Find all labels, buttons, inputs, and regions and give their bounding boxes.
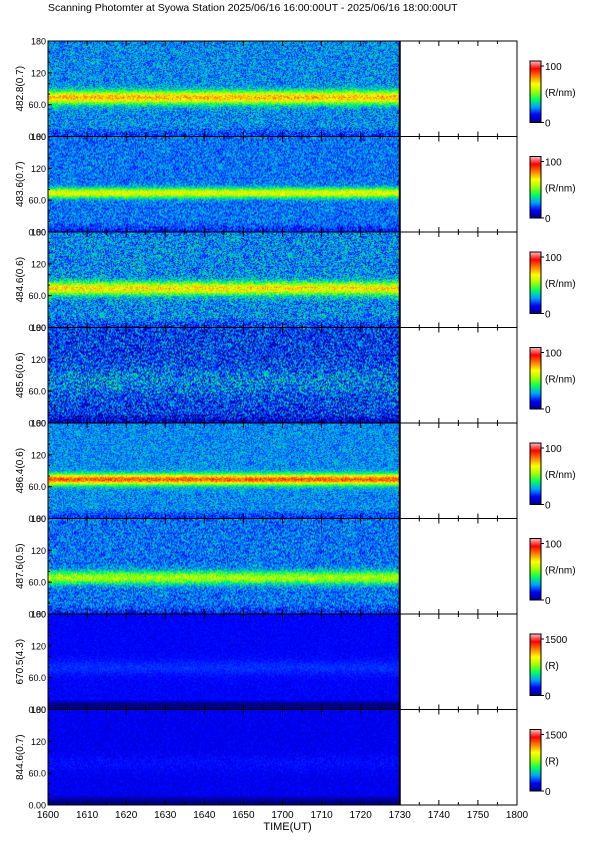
colorbar-unit-label: (R/nm) <box>545 88 576 99</box>
y-tick-label: 180 <box>31 228 46 238</box>
y-tick-label: 180 <box>31 705 46 715</box>
heatmap-panel-2 <box>48 136 400 233</box>
y-tick-label: 180 <box>31 514 46 524</box>
y-tick-label: 0.00 <box>28 228 46 238</box>
y-tick-label: 120 <box>31 259 46 269</box>
chart-title: Scanning Photomter at Syowa Station 2025… <box>48 2 458 14</box>
x-tick-label: 1730 <box>389 810 412 821</box>
x-tick-label: 1600 <box>37 810 60 821</box>
x-tick-label: 1620 <box>115 810 138 821</box>
heatmap-panel-7 <box>48 614 400 710</box>
y-tick-label: 60.0 <box>28 673 46 683</box>
x-tick-label: 1610 <box>76 810 99 821</box>
y-tick-label: 180 <box>31 610 46 620</box>
colorbar-max-label: 100 <box>545 158 562 169</box>
y-axis-label: 485.6(0.6) <box>15 352 26 398</box>
y-tick-label: 120 <box>31 68 46 78</box>
y-tick-label: 60.0 <box>28 578 46 588</box>
heatmap-panel-5 <box>48 423 400 519</box>
y-axis-label: 483.6(0.7) <box>15 161 26 207</box>
y-tick-label: 180 <box>31 37 46 47</box>
y-tick-label: 0.00 <box>28 705 46 715</box>
colorbar-min-label: 0 <box>545 787 551 798</box>
colorbar-min-label: 0 <box>545 310 551 321</box>
y-tick-label: 0.00 <box>28 323 46 333</box>
x-tick-label: 1640 <box>193 810 216 821</box>
colorbar <box>529 60 542 123</box>
colorbar <box>529 347 542 410</box>
y-tick-label: 120 <box>31 737 46 747</box>
y-tick-label: 180 <box>31 419 46 429</box>
x-tick-label: 1700 <box>271 810 294 821</box>
colorbar-unit-label: (R) <box>545 756 559 767</box>
y-axis-label: 482.8(0.7) <box>15 66 26 112</box>
y-axis-label: 844.6(0.7) <box>15 734 26 780</box>
y-tick-label: 60.0 <box>28 291 46 301</box>
y-tick-label: 0.00 <box>28 801 46 811</box>
colorbar-max-label: 100 <box>545 349 562 360</box>
colorbar-min-label: 0 <box>545 405 551 416</box>
y-tick-label: 0.00 <box>28 419 46 429</box>
colorbar-unit-label: (R/nm) <box>545 470 576 481</box>
y-tick-label: 180 <box>31 132 46 142</box>
colorbar-unit-label: (R/nm) <box>545 565 576 576</box>
x-tick-label: 1800 <box>506 810 529 821</box>
y-tick-label: 120 <box>31 641 46 651</box>
heatmap-panel-3 <box>48 232 400 328</box>
y-tick-label: 0.00 <box>28 610 46 620</box>
colorbar <box>529 251 542 314</box>
x-tick-label: 1630 <box>154 810 177 821</box>
colorbar-min-label: 0 <box>545 692 551 703</box>
y-axis-label: 487.6(0.5) <box>15 543 26 589</box>
colorbar-max-label: 1500 <box>545 731 568 742</box>
colorbar-unit-label: (R/nm) <box>545 374 576 385</box>
colorbar <box>529 633 542 696</box>
colorbar-unit-label: (R/nm) <box>545 279 576 290</box>
y-axis-label: 486.4(0.6) <box>15 448 26 494</box>
x-tick-label: 1720 <box>350 810 373 821</box>
heatmap-panel-1 <box>48 41 400 137</box>
colorbar-min-label: 0 <box>545 596 551 607</box>
colorbar-min-label: 0 <box>545 119 551 130</box>
y-tick-label: 60.0 <box>28 100 46 110</box>
x-tick-label: 1650 <box>232 810 255 821</box>
colorbar-max-label: 100 <box>545 540 562 551</box>
colorbar-max-label: 100 <box>545 253 562 264</box>
y-tick-label: 60.0 <box>28 387 46 397</box>
x-tick-label: 1740 <box>428 810 451 821</box>
colorbar-max-label: 1500 <box>545 635 568 646</box>
heatmap-panel-8 <box>48 709 400 806</box>
x-tick-label: 1750 <box>467 810 490 821</box>
y-tick-label: 120 <box>31 450 46 460</box>
y-tick-label: 60.0 <box>28 196 46 206</box>
colorbar-unit-label: (R) <box>545 661 559 672</box>
y-axis-label: 484.6(0.6) <box>15 257 26 303</box>
colorbar-unit-label: (R/nm) <box>545 183 576 194</box>
colorbar-max-label: 100 <box>545 62 562 73</box>
y-tick-label: 0.00 <box>28 132 46 142</box>
colorbar-max-label: 100 <box>545 444 562 455</box>
y-tick-label: 120 <box>31 164 46 174</box>
colorbar-min-label: 0 <box>545 214 551 225</box>
colorbar <box>529 442 542 505</box>
x-axis-label: TIME(UT) <box>263 821 311 833</box>
heatmap-panel-4 <box>48 327 400 424</box>
colorbar <box>529 538 542 601</box>
colorbar <box>529 729 542 792</box>
colorbar <box>529 156 542 219</box>
y-tick-label: 120 <box>31 355 46 365</box>
heatmap-panel-6 <box>48 518 400 615</box>
colorbar-min-label: 0 <box>545 501 551 512</box>
y-tick-label: 60.0 <box>28 769 46 779</box>
y-tick-label: 120 <box>31 546 46 556</box>
y-tick-label: 180 <box>31 323 46 333</box>
y-tick-label: 60.0 <box>28 482 46 492</box>
y-tick-label: 0.00 <box>28 514 46 524</box>
y-axis-label: 670.5(4.3) <box>15 639 26 685</box>
x-tick-label: 1710 <box>310 810 333 821</box>
